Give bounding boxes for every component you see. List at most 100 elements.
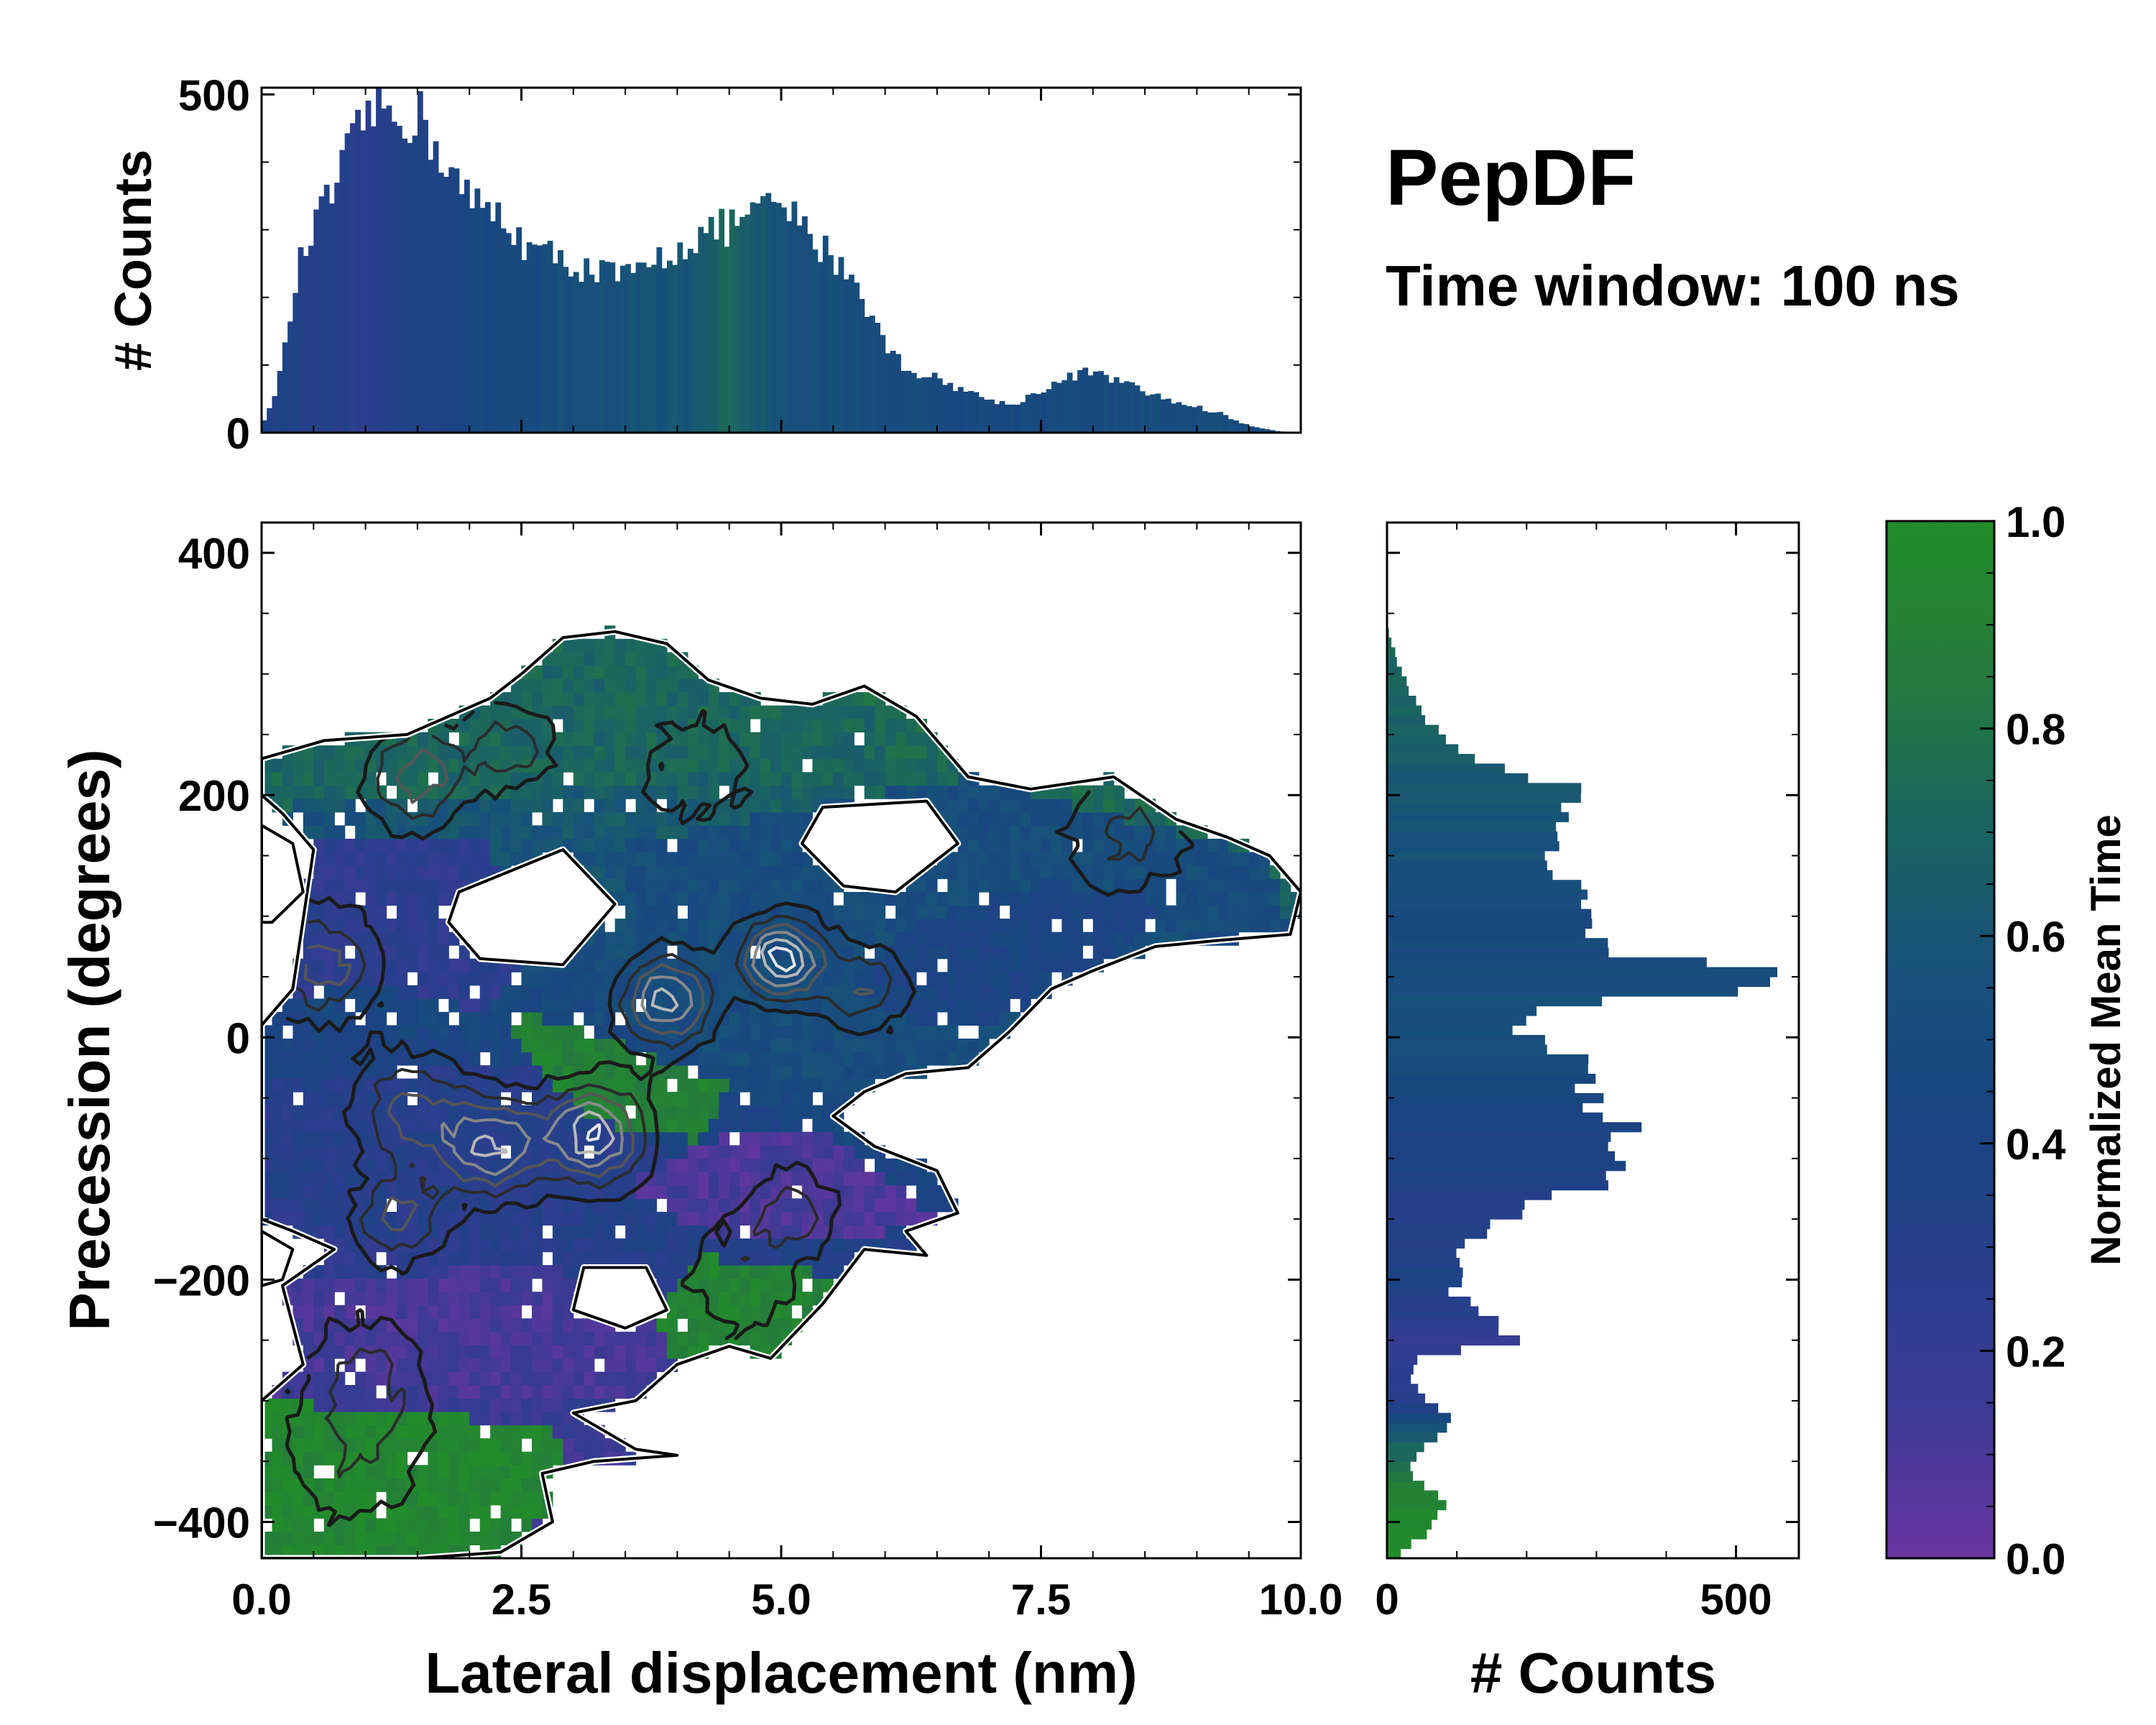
region-hole-outline: [262, 824, 305, 924]
density-cell: [469, 1225, 481, 1239]
density-cell: [542, 1385, 553, 1399]
density-cell: [542, 1265, 553, 1279]
density-cell: [833, 1172, 844, 1186]
density-cell: [740, 838, 751, 852]
density-cell: [719, 705, 730, 719]
density-cell: [521, 1212, 533, 1226]
density-cell: [397, 985, 408, 999]
density-cell: [376, 1158, 387, 1172]
density-cell: [459, 1465, 470, 1479]
density-cell: [677, 1184, 688, 1199]
density-cell: [1134, 892, 1146, 906]
density-cell: [740, 1158, 751, 1172]
density-cell: [563, 1292, 574, 1306]
density-cell: [376, 878, 387, 893]
density-cell: [875, 732, 886, 746]
density-cell: [895, 945, 907, 960]
density-cell: [417, 1078, 428, 1092]
density-cell: [906, 1011, 917, 1026]
density-cell: [334, 772, 346, 786]
density-cell: [469, 852, 481, 866]
density-cell: [906, 905, 917, 919]
right-histogram-bar: [1387, 995, 1603, 1007]
density-cell: [781, 1078, 793, 1092]
density-cell: [500, 732, 512, 746]
density-cell: [313, 745, 325, 760]
density-cell: [386, 945, 397, 960]
density-cell: [521, 1358, 533, 1372]
density-cell: [875, 745, 886, 760]
density-cell: [635, 1198, 647, 1213]
density-cell: [656, 905, 668, 919]
density-cell: [584, 1225, 595, 1239]
top-histogram-bar: [334, 183, 341, 433]
density-cell: [801, 1065, 813, 1080]
density-cell: [365, 1011, 377, 1026]
density-cell: [833, 1225, 844, 1239]
density-cell: [604, 1331, 616, 1346]
density-cell: [563, 692, 574, 707]
density-cell: [1103, 932, 1115, 946]
density-cell: [386, 865, 397, 880]
density-cell: [999, 985, 1010, 999]
density-cell: [334, 1184, 346, 1199]
top-histogram-bar: [656, 247, 663, 433]
density-cell: [875, 919, 886, 933]
top-histogram-bar: [474, 188, 481, 433]
density-cell: [801, 1025, 813, 1039]
density-cell: [646, 732, 658, 746]
density-cell: [407, 1491, 418, 1506]
top-histogram-bar: [1207, 412, 1213, 433]
density-cell: [355, 825, 367, 840]
density-cell: [791, 799, 803, 813]
density-cell: [812, 1198, 824, 1213]
density-cell: [334, 998, 346, 1013]
density-cell: [947, 1025, 959, 1039]
density-cell: [584, 1238, 595, 1253]
top-histogram-bar: [262, 420, 267, 433]
density-cell: [500, 1212, 512, 1226]
density-cell: [989, 1025, 1000, 1039]
density-cell: [1010, 811, 1021, 826]
density-cell: [1092, 838, 1104, 852]
density-cell: [303, 772, 314, 786]
density-cell: [365, 958, 377, 972]
density-cell: [968, 865, 980, 880]
density-cell: [635, 1251, 647, 1266]
density-cell: [334, 1305, 346, 1319]
density-cell: [1092, 799, 1104, 813]
density-cell: [666, 1158, 678, 1172]
density-cell: [521, 1385, 533, 1399]
density-cell: [334, 785, 346, 799]
density-cell: [438, 838, 449, 852]
density-cell: [1041, 905, 1052, 919]
density-cell: [344, 811, 356, 826]
density-cell: [1155, 825, 1166, 840]
density-cell: [511, 1504, 522, 1519]
density-cell: [854, 1011, 865, 1026]
density-cell: [334, 852, 346, 866]
density-cell: [729, 705, 740, 719]
density-cell: [542, 811, 553, 826]
density-cell: [822, 985, 834, 999]
density-cell: [1248, 919, 1260, 933]
density-cell: [666, 878, 678, 893]
density-cell: [1145, 852, 1156, 866]
density-cell: [448, 1358, 460, 1372]
density-cell: [1041, 972, 1052, 986]
density-cell: [459, 1331, 470, 1346]
density-cell: [365, 1065, 377, 1080]
density-cell: [875, 1184, 886, 1199]
density-cell: [573, 838, 584, 852]
density-cell: [521, 1518, 533, 1532]
density-cell: [760, 1278, 772, 1292]
density-cell: [936, 1025, 948, 1039]
density-cell: [376, 1345, 387, 1359]
density-cell: [355, 852, 367, 866]
density-cell: [614, 919, 626, 933]
density-cell: [895, 758, 907, 773]
density-cell: [573, 1345, 584, 1359]
density-cell: [646, 852, 658, 866]
density-cell: [729, 811, 740, 826]
density-cell: [407, 838, 418, 852]
